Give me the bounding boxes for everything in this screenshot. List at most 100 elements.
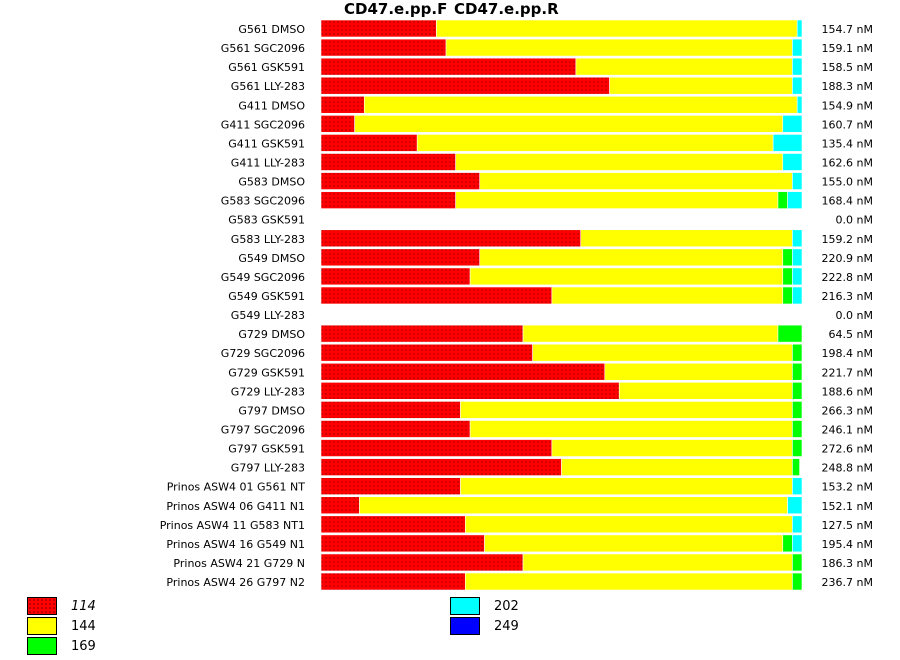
bar-segment-202 <box>787 191 803 209</box>
row-label: G729 SGC2096 <box>221 347 305 360</box>
bar-segment-202 <box>792 286 803 305</box>
bar-segment-114 <box>320 172 481 190</box>
bar-segment-202 <box>792 38 803 57</box>
bar-segment-202 <box>792 76 803 95</box>
row-total: 272.6 nM <box>822 443 873 456</box>
row-label: Prinos ASW4 21 G729 N <box>173 557 305 570</box>
bar-segment-144 <box>522 553 793 572</box>
bar-segment-114 <box>320 496 360 515</box>
row-label: Prinos ASW4 26 G797 N2 <box>166 576 305 589</box>
chart-rows: G561 DMSO 154.7 nM G561 SGC2096 159.1 nM G56… <box>160 19 873 590</box>
bar-segment-144 <box>580 229 793 248</box>
stacked-bar-chart: CD47.e.pp.F CD47.e.pp.R G561 DMSO 154.7 n… <box>160 0 873 590</box>
bar-segment-114 <box>320 439 553 457</box>
row-total: 195.4 nM <box>822 538 873 551</box>
row-label: G583 LLY-283 <box>231 233 305 246</box>
bar-segment-144 <box>484 534 784 553</box>
bar-segment-114 <box>320 343 533 362</box>
row-total: 188.6 nM <box>822 385 873 398</box>
bar-segment-169 <box>782 248 793 267</box>
row-total: 188.3 nM <box>822 80 873 93</box>
row-total: 198.4 nM <box>822 347 873 360</box>
bar-segment-144 <box>363 95 798 114</box>
bar-segment-202 <box>792 477 803 495</box>
bar-segment-114 <box>320 76 610 95</box>
legend-item-169: 169 <box>27 636 96 656</box>
row-total: 248.8 nM <box>822 462 873 475</box>
bar-segment-169 <box>777 324 803 343</box>
bar-segment-144 <box>460 401 793 419</box>
bar-segment-169 <box>782 286 793 305</box>
legend-swatch-144 <box>27 617 57 635</box>
row-total: 186.3 nM <box>822 557 873 570</box>
legend-swatch-249 <box>450 617 480 635</box>
bar-segment-144 <box>416 134 774 152</box>
bar-segment-169 <box>792 458 800 476</box>
row-total: 221.7 nM <box>822 366 873 379</box>
row-label: G561 GSK591 <box>228 61 305 74</box>
row-label: G549 GSK591 <box>228 290 305 303</box>
bar-segment-169 <box>792 382 803 400</box>
row-total: 0.0 nM <box>836 309 873 322</box>
bar-segment-144 <box>575 57 793 76</box>
bar-segment-169 <box>792 401 803 419</box>
bar-segment-114 <box>320 362 606 381</box>
bar-segment-144 <box>464 515 793 534</box>
bar-segment-144 <box>436 19 798 38</box>
row-label: G411 SGC2096 <box>221 118 305 131</box>
row-label: G411 GSK591 <box>228 137 305 150</box>
bar-segment-202 <box>787 496 803 515</box>
bar-segment-169 <box>782 534 793 553</box>
row-total: 155.0 nM <box>822 176 873 189</box>
bar-segment-144 <box>604 362 793 381</box>
row-label: G797 SGC2096 <box>221 423 305 436</box>
row-label: G561 SGC2096 <box>221 42 305 55</box>
row-label: G583 DMSO <box>238 176 305 189</box>
bar-segment-144 <box>359 496 788 515</box>
row-total: 154.7 nM <box>822 23 873 36</box>
bar-segment-202 <box>792 534 803 553</box>
row-label: G549 SGC2096 <box>221 271 305 284</box>
bar-segment-144 <box>469 420 793 438</box>
legend-label-114: 114 <box>71 598 96 614</box>
bar-segment-144 <box>455 153 784 171</box>
legend: 114 144 169 202 249 <box>0 596 900 660</box>
bar-segment-114 <box>320 38 447 57</box>
bar-segment-144 <box>551 286 784 305</box>
row-total: 153.2 nM <box>822 481 873 494</box>
bar-segment-144 <box>479 248 784 267</box>
bar-segment-169 <box>792 439 803 457</box>
row-total: 220.9 nM <box>822 252 873 265</box>
row-label: G797 GSK591 <box>228 443 305 456</box>
legend-item-144: 144 <box>27 616 96 636</box>
row-label: G583 SGC2096 <box>221 195 305 208</box>
bar-segment-114 <box>320 57 577 76</box>
row-label: G797 DMSO <box>238 404 305 417</box>
bar-segment-114 <box>320 134 418 152</box>
row-label: G411 DMSO <box>238 99 305 112</box>
bar-segment-202 <box>782 153 803 171</box>
bar-segment-114 <box>320 382 620 400</box>
bar-segment-202 <box>792 172 803 190</box>
bar-segment-114 <box>320 477 461 495</box>
row-total: 64.5 nM <box>829 328 873 341</box>
bar-segment-202 <box>796 95 803 114</box>
bar-segment-144 <box>455 191 779 209</box>
bar-segment-202 <box>796 19 803 38</box>
row-label: G549 DMSO <box>238 252 305 265</box>
legend-item-114: 114 <box>27 596 96 616</box>
bar-segment-202 <box>792 515 803 534</box>
legend-swatch-202 <box>450 597 480 615</box>
row-total: 154.9 nM <box>822 99 873 112</box>
bar-segment-144 <box>618 382 793 400</box>
row-label: G729 DMSO <box>238 328 305 341</box>
bar-segment-144 <box>479 172 793 190</box>
bar-segment-169 <box>792 362 803 381</box>
column-title-reverse: CD47.e.pp.R <box>454 0 559 18</box>
bar-segment-202 <box>792 57 803 76</box>
row-label: Prinos ASW4 16 G549 N1 <box>166 538 305 551</box>
bar-segment-169 <box>792 343 803 362</box>
row-total: 135.4 nM <box>822 137 873 150</box>
bar-segment-169 <box>792 572 803 590</box>
bar-segment-114 <box>320 153 456 171</box>
